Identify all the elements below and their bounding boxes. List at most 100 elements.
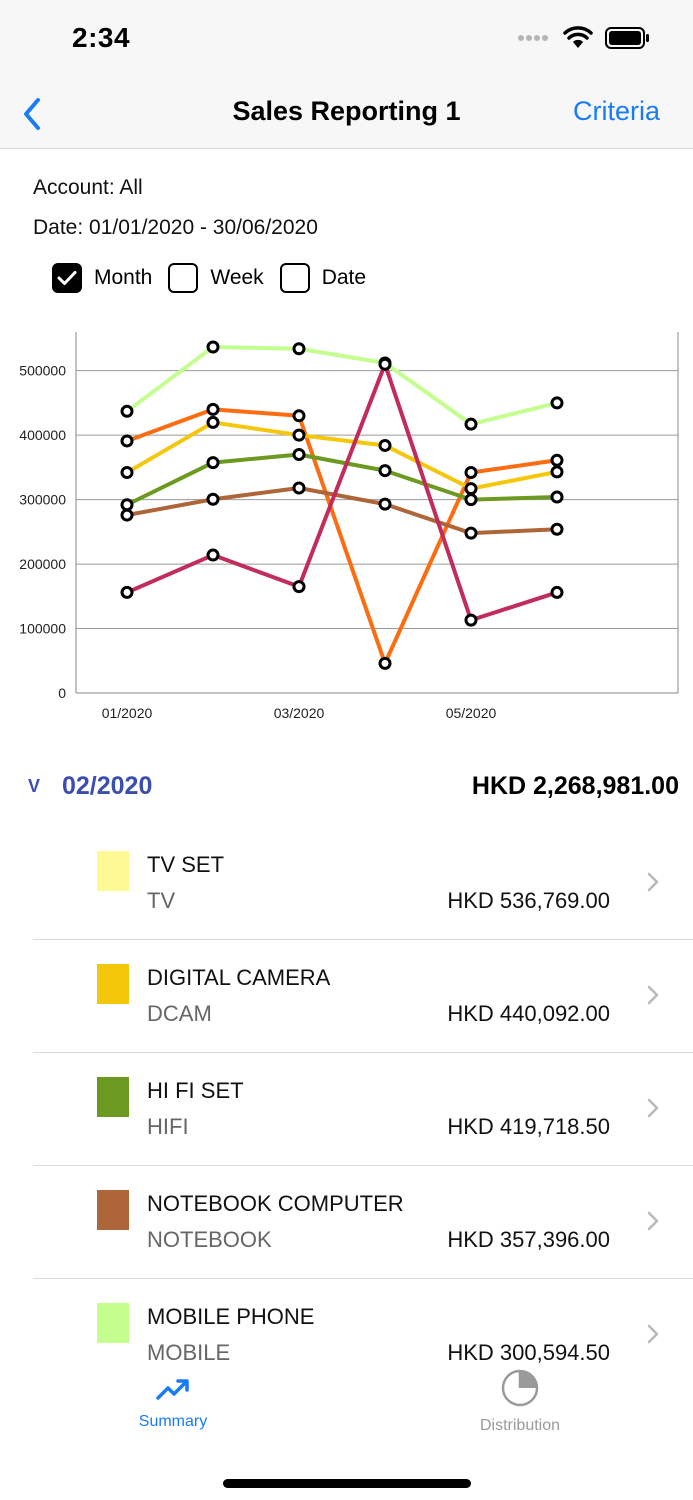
list-item[interactable]: HI FI SET HIFI HKD 419,718.50 bbox=[0, 1053, 693, 1166]
data-point bbox=[378, 438, 392, 452]
data-point bbox=[120, 404, 134, 418]
data-point bbox=[206, 340, 220, 354]
series-line bbox=[125, 420, 559, 491]
month-checkbox[interactable]: Month bbox=[52, 263, 152, 293]
tab-distribution[interactable]: Distribution bbox=[420, 1369, 620, 1435]
data-point bbox=[292, 447, 306, 461]
checkbox-box bbox=[279, 263, 310, 293]
trend-icon bbox=[156, 1379, 189, 1400]
data-point bbox=[464, 466, 478, 480]
data-point bbox=[120, 508, 134, 522]
status-icons bbox=[517, 26, 651, 50]
series-line bbox=[125, 344, 559, 427]
list-item[interactable]: DIGITAL CAMERA DCAM HKD 440,092.00 bbox=[0, 940, 693, 1053]
item-name: DIGITAL CAMERA bbox=[147, 965, 331, 990]
row-divider bbox=[33, 939, 693, 940]
y-tick-label: 200000 bbox=[19, 556, 66, 572]
item-amount: HKD 440,092.00 bbox=[447, 1001, 610, 1026]
wifi-icon bbox=[563, 26, 593, 48]
data-point bbox=[120, 434, 134, 448]
data-point bbox=[464, 613, 478, 627]
row-divider bbox=[33, 1278, 693, 1279]
checkbox-label: Week bbox=[210, 266, 264, 289]
row-divider bbox=[33, 1052, 693, 1053]
checkbox-label: Date bbox=[321, 266, 367, 289]
data-point bbox=[206, 415, 220, 429]
data-point bbox=[206, 548, 220, 562]
color-swatch bbox=[97, 1077, 129, 1117]
account-label: Account: All bbox=[33, 176, 143, 199]
x-tick-label: 03/2020 bbox=[274, 705, 325, 721]
data-point bbox=[378, 464, 392, 478]
data-point bbox=[464, 493, 478, 507]
chevron-right-icon bbox=[647, 1324, 659, 1344]
y-tick-label: 0 bbox=[58, 685, 66, 701]
checkbox-box bbox=[52, 263, 82, 293]
series-line bbox=[125, 452, 559, 507]
period-selector: Month Week Date bbox=[52, 263, 382, 293]
y-tick-label: 300000 bbox=[19, 492, 66, 508]
item-amount: HKD 300,594.50 bbox=[447, 1340, 610, 1365]
checkbox-box bbox=[168, 263, 199, 293]
color-swatch bbox=[97, 1303, 129, 1343]
data-point bbox=[292, 342, 306, 356]
pie-icon bbox=[501, 1369, 539, 1407]
data-point bbox=[464, 482, 478, 496]
y-tick-label: 100000 bbox=[19, 621, 66, 637]
item-name: HI FI SET bbox=[147, 1078, 244, 1103]
data-point bbox=[206, 402, 220, 416]
item-amount: HKD 536,769.00 bbox=[447, 888, 610, 913]
list-item[interactable]: MOBILE PHONE MOBILE HKD 300,594.50 bbox=[0, 1279, 693, 1392]
y-tick-label: 400000 bbox=[19, 427, 66, 443]
item-code: DCAM bbox=[147, 1001, 212, 1026]
data-point bbox=[464, 526, 478, 540]
data-point bbox=[120, 585, 134, 599]
data-point bbox=[206, 492, 220, 506]
status-bar: 2:34 bbox=[0, 0, 693, 80]
tab-summary[interactable]: Summary bbox=[73, 1376, 273, 1431]
list-item[interactable]: NOTEBOOK COMPUTER NOTEBOOK HKD 357,396.00 bbox=[0, 1166, 693, 1279]
page-title: Sales Reporting 1 bbox=[232, 96, 461, 126]
battery-icon bbox=[605, 27, 649, 49]
data-point bbox=[292, 428, 306, 442]
checkbox-label: Month bbox=[94, 266, 153, 289]
week-checkbox[interactable]: Week bbox=[168, 263, 264, 293]
color-swatch bbox=[97, 1190, 129, 1230]
date-range-label: Date: 01/01/2020 - 30/06/2020 bbox=[33, 216, 318, 239]
group-header[interactable]: V 02/2020 HKD 2,268,981.00 bbox=[0, 770, 693, 806]
data-point bbox=[550, 396, 564, 410]
data-point bbox=[550, 453, 564, 467]
data-point bbox=[292, 580, 306, 594]
date-checkbox[interactable]: Date bbox=[279, 263, 367, 293]
data-point bbox=[120, 466, 134, 480]
home-indicator[interactable] bbox=[223, 1479, 471, 1488]
tab-label: Summary bbox=[138, 1413, 208, 1430]
sales-line-chart: 0 100000 200000 300000 400000 500000 01/2020 03… bbox=[19, 332, 679, 721]
item-name: TV SET bbox=[147, 852, 225, 877]
group-total: HKD 2,268,981.00 bbox=[471, 772, 679, 800]
data-point bbox=[378, 656, 392, 670]
data-point bbox=[378, 497, 392, 511]
criteria-button[interactable]: Criteria bbox=[572, 96, 660, 126]
item-code: TV bbox=[147, 888, 176, 913]
data-point bbox=[292, 409, 306, 423]
color-swatch bbox=[97, 964, 129, 1004]
back-chevron-icon[interactable] bbox=[18, 94, 48, 134]
series-line bbox=[125, 362, 559, 623]
chevron-right-icon bbox=[647, 1211, 659, 1231]
data-point bbox=[120, 498, 134, 512]
status-time: 2:34 bbox=[72, 22, 131, 53]
data-point bbox=[464, 417, 478, 431]
row-divider bbox=[33, 1165, 693, 1166]
data-point bbox=[550, 465, 564, 479]
chevron-right-icon bbox=[647, 985, 659, 1005]
list-item[interactable]: TV SET TV HKD 536,769.00 bbox=[0, 827, 693, 940]
data-point bbox=[292, 481, 306, 495]
data-point bbox=[206, 456, 220, 470]
tab-bar: Summary Distribution bbox=[0, 1368, 693, 1500]
data-point bbox=[378, 357, 392, 371]
chevron-right-icon bbox=[647, 872, 659, 892]
collapse-caret-icon[interactable]: V bbox=[28, 776, 41, 796]
item-code: MOBILE bbox=[147, 1340, 231, 1365]
item-name: NOTEBOOK COMPUTER bbox=[147, 1191, 404, 1216]
